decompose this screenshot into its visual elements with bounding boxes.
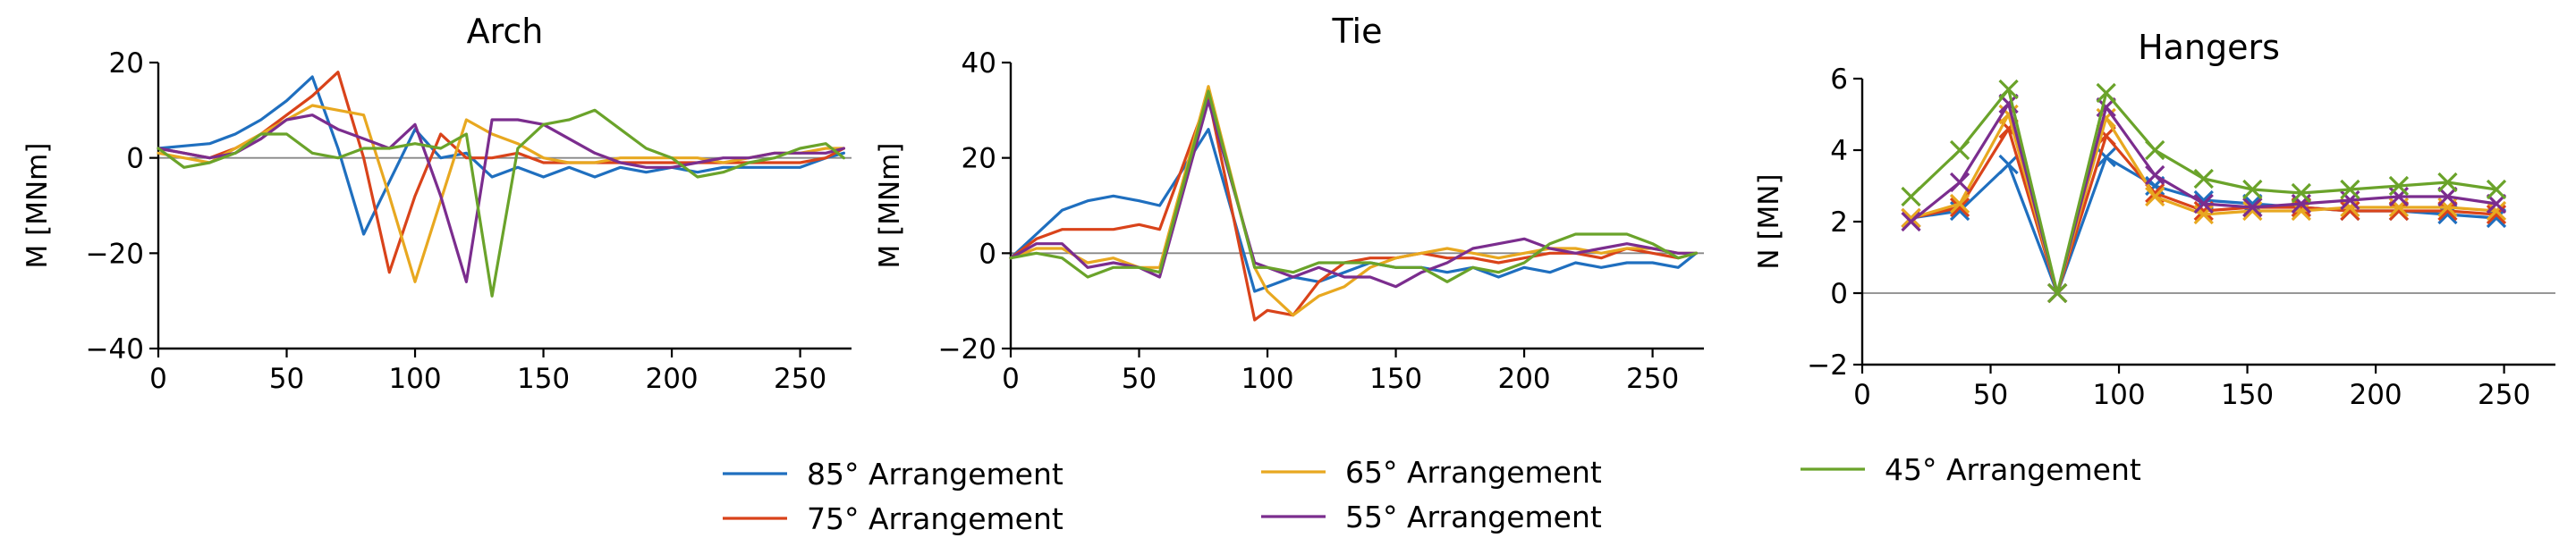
hangers-series-75-point bbox=[2291, 197, 2311, 218]
hangers-y-axis-label: N [MN] bbox=[1753, 173, 1785, 269]
hangers-x-tick-label: 50 bbox=[1973, 379, 2008, 411]
hangers-y-tick-label: 2 bbox=[1830, 206, 1848, 239]
hangers-series-45-point bbox=[2340, 179, 2360, 200]
hangers-series-45-point bbox=[2047, 282, 2068, 304]
hangers-series-45-point bbox=[2437, 172, 2458, 193]
hangers-x-tick-label: 150 bbox=[2221, 379, 2274, 411]
legend-label-45: 45° Arrangement bbox=[1885, 452, 2141, 487]
hangers-x-tick-label: 200 bbox=[2349, 379, 2402, 411]
legend-label-55: 55° Arrangement bbox=[1345, 500, 1602, 534]
hangers-series-55-point bbox=[2242, 197, 2263, 218]
tie-x-tick-label: 100 bbox=[1241, 363, 1293, 395]
hangers-series-45-point bbox=[2388, 175, 2410, 197]
hangers-series-65-point bbox=[2242, 200, 2263, 222]
hangers-series-45-point bbox=[2193, 168, 2214, 189]
hangers-series-65-point bbox=[1949, 193, 1970, 214]
arch-y-tick-label: 0 bbox=[126, 143, 144, 175]
arch-x-tick-label: 150 bbox=[517, 363, 570, 395]
hangers-series-45-point bbox=[1998, 79, 2019, 100]
tie-y-tick-label: 20 bbox=[962, 143, 996, 175]
hangers-series-85-point bbox=[2486, 207, 2507, 229]
hangers-series-75-point bbox=[1949, 197, 1970, 218]
arch-y-axis-label: M [MNm] bbox=[21, 143, 54, 269]
tie-series-75-line bbox=[1009, 94, 1699, 322]
hangers-series-55-point bbox=[1949, 172, 1970, 193]
tie-y-tick-label: −20 bbox=[938, 333, 996, 366]
hangers-y-tick-label: 4 bbox=[1830, 135, 1848, 167]
arch-x-tick-label: 0 bbox=[149, 363, 167, 395]
hangers-series-45-point bbox=[2145, 139, 2165, 161]
arch-x-tick-label: 250 bbox=[774, 363, 826, 395]
tie-x-tick-label: 250 bbox=[1626, 363, 1679, 395]
hangers-series-45-point bbox=[2486, 179, 2507, 200]
tie-y-tick-label: 0 bbox=[979, 238, 996, 270]
arch-series-65-line bbox=[157, 104, 846, 283]
tie-title: Tie bbox=[1332, 12, 1383, 51]
hangers-title: Hangers bbox=[2138, 28, 2280, 67]
hangers-series-65-point bbox=[2486, 200, 2507, 222]
hangers-series-45-point bbox=[2242, 179, 2263, 200]
hangers-x-tick-label: 100 bbox=[2092, 379, 2145, 411]
hangers-series-45-point bbox=[2096, 82, 2116, 104]
legend-label-85: 85° Arrangement bbox=[807, 457, 1063, 492]
arch-series-75-line bbox=[157, 71, 846, 274]
hangers-series-75-point bbox=[2437, 200, 2458, 222]
tie-y-tick-label: 40 bbox=[962, 47, 996, 80]
hangers-series-55-point bbox=[2437, 186, 2458, 207]
hangers-series-55-point bbox=[2145, 164, 2165, 186]
hangers-series-55-point bbox=[2486, 193, 2507, 214]
hangers-series-45-point bbox=[2291, 182, 2311, 204]
arch-x-tick-label: 200 bbox=[645, 363, 698, 395]
arch-series-45-line bbox=[157, 108, 846, 298]
arch-panel: Arch M [MNm] 0 50 100 150 200 250 −40 −20 0 20 bbox=[21, 12, 852, 395]
tie-x-tick-label: 200 bbox=[1497, 363, 1550, 395]
hangers-series-65-point bbox=[2145, 186, 2165, 207]
hangers-y-tick-label: 6 bbox=[1830, 63, 1848, 96]
hangers-series-85-point bbox=[1998, 154, 2019, 175]
legend-label-75: 75° Arrangement bbox=[807, 501, 1063, 536]
arch-y-tick-label: 20 bbox=[109, 47, 144, 80]
arch-y-tick-label: −40 bbox=[86, 333, 144, 366]
hangers-series-65-point bbox=[1901, 207, 1921, 229]
hangers-x-tick-label: 250 bbox=[2478, 379, 2530, 411]
arch-x-tick-label: 100 bbox=[388, 363, 441, 395]
hangers-series-45-point bbox=[1901, 186, 1921, 207]
hangers-series-75-point bbox=[2388, 200, 2410, 222]
arch-title: Arch bbox=[467, 12, 544, 51]
tie-x-tick-label: 50 bbox=[1122, 363, 1157, 395]
hangers-y-tick-label: −2 bbox=[1807, 349, 1848, 382]
arch-y-tick-label: −20 bbox=[86, 238, 144, 270]
arch-x-tick-label: 50 bbox=[269, 363, 304, 395]
tie-series-45-line bbox=[1009, 89, 1699, 283]
hangers-series-55-point bbox=[1901, 211, 1921, 232]
hangers-series-45-point bbox=[1949, 139, 1970, 161]
tie-series-65-line bbox=[1009, 85, 1699, 317]
tie-x-tick-label: 0 bbox=[1002, 363, 1020, 395]
legend-label-65: 65° Arrangement bbox=[1345, 455, 1602, 490]
arch-series-55-line bbox=[157, 113, 846, 283]
tie-series-55-line bbox=[1009, 99, 1699, 289]
legend: 85° Arrangement 75° Arrangement 65° Arrang… bbox=[723, 452, 2141, 536]
tie-x-tick-label: 150 bbox=[1369, 363, 1422, 395]
tie-y-axis-label: M [MNm] bbox=[874, 143, 906, 269]
hangers-series-55-point bbox=[2193, 193, 2214, 214]
hangers-y-tick-label: 0 bbox=[1830, 278, 1848, 310]
hangers-x-tick-label: 0 bbox=[1853, 379, 1871, 411]
